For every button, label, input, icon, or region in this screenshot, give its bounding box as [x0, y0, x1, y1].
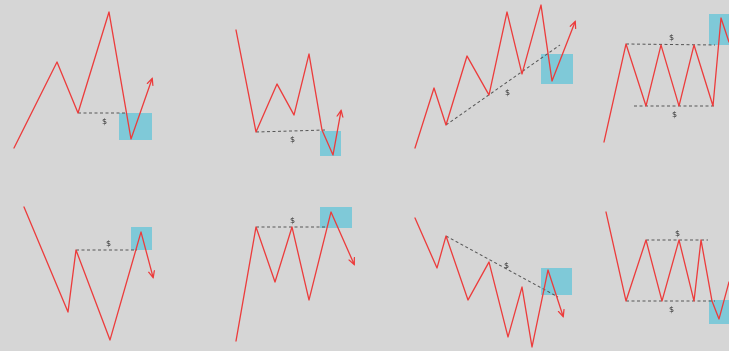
panel-5: $ — [23, 206, 153, 341]
liquidity-symbol: $ — [669, 305, 674, 314]
price-path — [603, 17, 729, 143]
liquidity-level — [255, 129, 327, 133]
price-path — [605, 211, 729, 320]
panel-1: $ — [13, 11, 152, 149]
price-path — [414, 4, 575, 149]
panel-2: $ — [235, 29, 341, 156]
range-high-level — [625, 43, 716, 46]
liquidity-trendline — [445, 235, 559, 298]
sweep-zone — [709, 14, 729, 45]
liquidity-symbol: $ — [102, 117, 107, 126]
liquidity-symbol: $ — [505, 88, 510, 97]
sweep-zone — [131, 227, 152, 250]
panel-7: $ — [414, 217, 572, 348]
liquidity-symbol: $ — [504, 261, 509, 270]
price-path — [235, 211, 354, 342]
liquidity-symbol: $ — [675, 229, 680, 238]
sweep-zone — [320, 131, 341, 156]
price-path — [23, 206, 153, 341]
panel-3: $ — [414, 4, 575, 149]
liquidity-symbol: $ — [669, 33, 674, 42]
panel-4: $ $ — [603, 14, 729, 143]
liquidity-symbol: $ — [106, 239, 111, 248]
liquidity-symbol: $ — [672, 110, 677, 119]
panel-8: $ $ — [605, 211, 729, 324]
price-path — [414, 217, 563, 348]
liquidity-symbol: $ — [290, 216, 295, 225]
sweep-zone — [709, 300, 729, 324]
panel-6: $ — [235, 207, 354, 342]
price-path — [235, 29, 341, 156]
price-path — [13, 11, 152, 149]
liquidity-symbol: $ — [290, 135, 295, 144]
liquidity-trendline — [445, 44, 561, 126]
